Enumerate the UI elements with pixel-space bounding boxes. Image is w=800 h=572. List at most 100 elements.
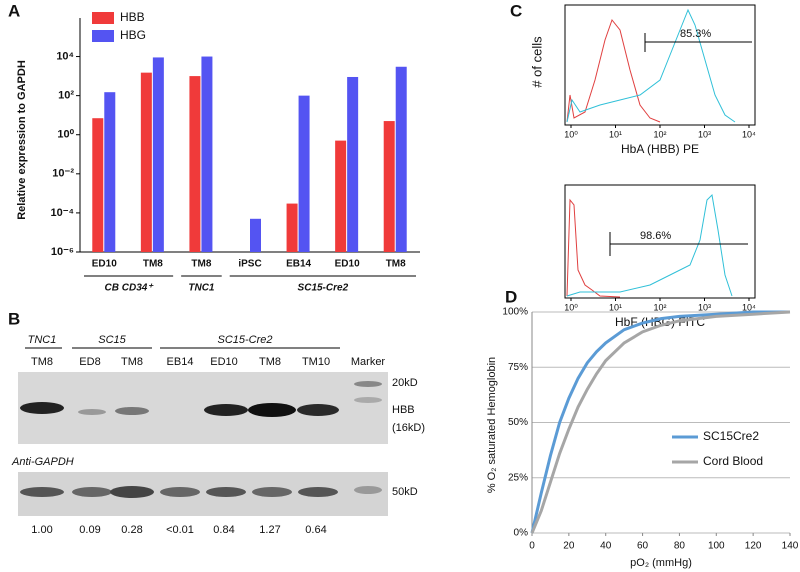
y-tick-label: 10⁻⁶ <box>51 246 74 258</box>
x-tick-label: EB14 <box>286 259 311 270</box>
x-tick-label: 10¹ <box>609 302 622 312</box>
bar <box>395 66 407 253</box>
x-tick-label: iPSC <box>238 259 261 270</box>
x-tick-label: 60 <box>637 541 649 552</box>
lane-label: ED10 <box>210 356 238 368</box>
lane-label: Marker <box>351 356 386 368</box>
lane-label: TM8 <box>31 356 53 368</box>
x-tick-label: 40 <box>600 541 612 552</box>
y-tick-label: 100% <box>502 307 528 318</box>
bar <box>152 57 164 252</box>
bar <box>201 56 213 252</box>
flow-panel: # of cells 85.3% HbA (HBB) PE 98.6% HbF … <box>529 4 756 329</box>
marker-label: 20kD <box>392 377 418 389</box>
x-tick-label: 140 <box>782 541 799 552</box>
gate-label: 98.6% <box>640 230 671 242</box>
y-tick-label: 50% <box>508 417 528 428</box>
band <box>248 403 296 417</box>
legend-label: HBG <box>120 28 146 42</box>
band <box>298 487 338 497</box>
lane-label: ED8 <box>79 356 100 368</box>
blot-group: SC15 <box>98 334 126 346</box>
legend-label: HBB <box>120 10 145 24</box>
quant-label: 1.27 <box>259 524 280 536</box>
x-tick-label: 10² <box>653 129 666 139</box>
y-tick-label: 10⁴ <box>56 50 74 62</box>
band <box>20 402 64 414</box>
panel-label: D <box>505 287 517 306</box>
x-tick-label: 100 <box>708 541 725 552</box>
band <box>297 404 339 416</box>
bar <box>347 76 359 252</box>
band <box>110 486 154 498</box>
line <box>530 310 791 534</box>
flow-curve <box>566 18 661 123</box>
y-tick-label: 0% <box>514 528 529 539</box>
y-tick-label: 10² <box>58 90 74 102</box>
band <box>354 397 382 403</box>
bar <box>286 203 298 252</box>
lane-label: TM8 <box>259 356 281 368</box>
x-tick-label: 10¹ <box>609 129 622 139</box>
x-tick-label: 10² <box>653 302 666 312</box>
y-tick-label: 10⁻⁴ <box>51 207 74 219</box>
band <box>160 487 200 497</box>
quant-label: 0.64 <box>305 524 326 536</box>
panel-label: B <box>8 309 20 328</box>
flow-xlabel: HbA (HBB) PE <box>621 142 699 156</box>
y-tick-label: 10⁻² <box>52 168 74 180</box>
x-tick-label: 120 <box>745 541 762 552</box>
y-tick-label: 25% <box>508 472 528 483</box>
bar <box>335 140 347 252</box>
x-tick-label: 80 <box>674 541 686 552</box>
bar <box>140 72 152 252</box>
quant-label: 0.28 <box>121 524 142 536</box>
x-tick-label: 0 <box>529 541 535 552</box>
bar <box>250 218 261 252</box>
x-tick-label: 10⁰ <box>564 302 578 312</box>
marker-label: (16kD) <box>392 422 425 434</box>
group-label: TNC1 <box>188 283 215 294</box>
quant-label: 1.00 <box>31 524 52 536</box>
flow-curve <box>566 198 621 298</box>
x-axis-title: pO₂ (mmHg) <box>630 557 692 569</box>
group-label: SC15-Cre2 <box>298 283 349 294</box>
panel-label: C <box>510 1 522 20</box>
band <box>354 381 382 387</box>
y-tick-label: 75% <box>508 362 528 373</box>
band <box>206 487 246 497</box>
bar <box>383 121 395 253</box>
legend-swatch <box>92 12 114 24</box>
flow-curve <box>566 8 736 123</box>
y-axis-title: % O₂ saturated Hemoglobin <box>486 357 498 493</box>
x-tick-label: 10³ <box>698 302 711 312</box>
quant-label: 0.84 <box>213 524 234 536</box>
x-tick-label: 20 <box>563 541 575 552</box>
band <box>72 487 112 497</box>
quant-label: <0.01 <box>166 524 194 536</box>
band <box>20 487 64 497</box>
group-label: CB CD34⁺ <box>105 283 155 294</box>
lane-label: EB14 <box>167 356 194 368</box>
blot-group: TNC1 <box>28 334 57 346</box>
legend-label: Cord Blood <box>703 454 763 468</box>
x-tick-label: 10⁴ <box>742 302 756 312</box>
gate-label: 85.3% <box>680 28 711 40</box>
bar <box>104 92 116 252</box>
lane-label: TM10 <box>302 356 330 368</box>
quant-label: 0.09 <box>79 524 100 536</box>
band <box>354 486 382 494</box>
x-tick-label: ED10 <box>92 259 117 270</box>
legend-label: SC15Cre2 <box>703 429 759 443</box>
x-tick-label: TM8 <box>191 259 211 270</box>
flow-ylabel: # of cells <box>529 36 544 88</box>
line <box>530 310 790 534</box>
x-tick-label: TM8 <box>143 259 163 270</box>
band <box>115 407 149 415</box>
bar <box>189 76 201 252</box>
blot-panel: TNC1 SC15 SC15-Cre2 TM8 ED8 TM8 EB14 ED1… <box>11 334 425 536</box>
x-tick-label: ED10 <box>335 259 360 270</box>
bar <box>92 118 104 253</box>
x-tick-label: TM8 <box>386 259 406 270</box>
